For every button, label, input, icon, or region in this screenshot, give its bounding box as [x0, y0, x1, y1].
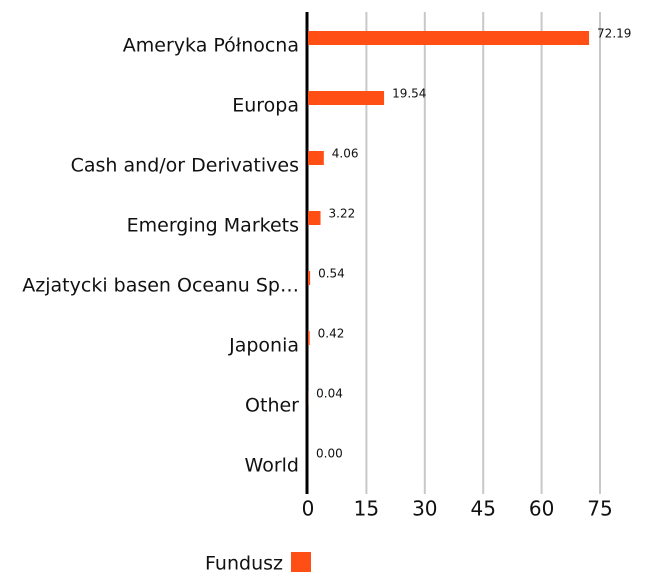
x-tick-label: 0 [302, 497, 315, 521]
x-tick-label: 60 [529, 497, 554, 521]
bar [308, 31, 590, 45]
legend-swatch [291, 552, 311, 572]
bar [308, 91, 385, 105]
value-label: 0.54 [318, 267, 345, 281]
y-tick-label: Japonia [228, 335, 299, 357]
x-tick-label: 45 [470, 497, 495, 521]
value-label: 0.42 [318, 327, 345, 341]
bar [308, 331, 310, 345]
value-label: 4.06 [332, 147, 359, 161]
x-tick-label: 15 [354, 497, 379, 521]
value-label: 0.00 [316, 447, 343, 461]
y-tick-label: Emerging Markets [127, 215, 299, 237]
y-tick-label: Ameryka Północna [123, 35, 299, 57]
value-label: 3.22 [329, 207, 356, 221]
bar [308, 211, 321, 225]
y-tick-label: World [245, 455, 299, 477]
bar [308, 151, 324, 165]
value-label: 72.19 [597, 27, 631, 41]
y-tick-label: Other [245, 395, 299, 417]
value-label: 19.54 [392, 87, 426, 101]
y-tick-label: Europa [232, 95, 299, 117]
x-tick-label: 30 [412, 497, 437, 521]
y-tick-label: Cash and/or Derivatives [71, 155, 299, 177]
legend-label: Fundusz [205, 553, 283, 575]
x-tick-label: 75 [587, 497, 612, 521]
y-tick-label: Azjatycki basen Oceanu Sp… [22, 275, 299, 297]
bar [308, 271, 311, 285]
value-label: 0.04 [316, 387, 343, 401]
